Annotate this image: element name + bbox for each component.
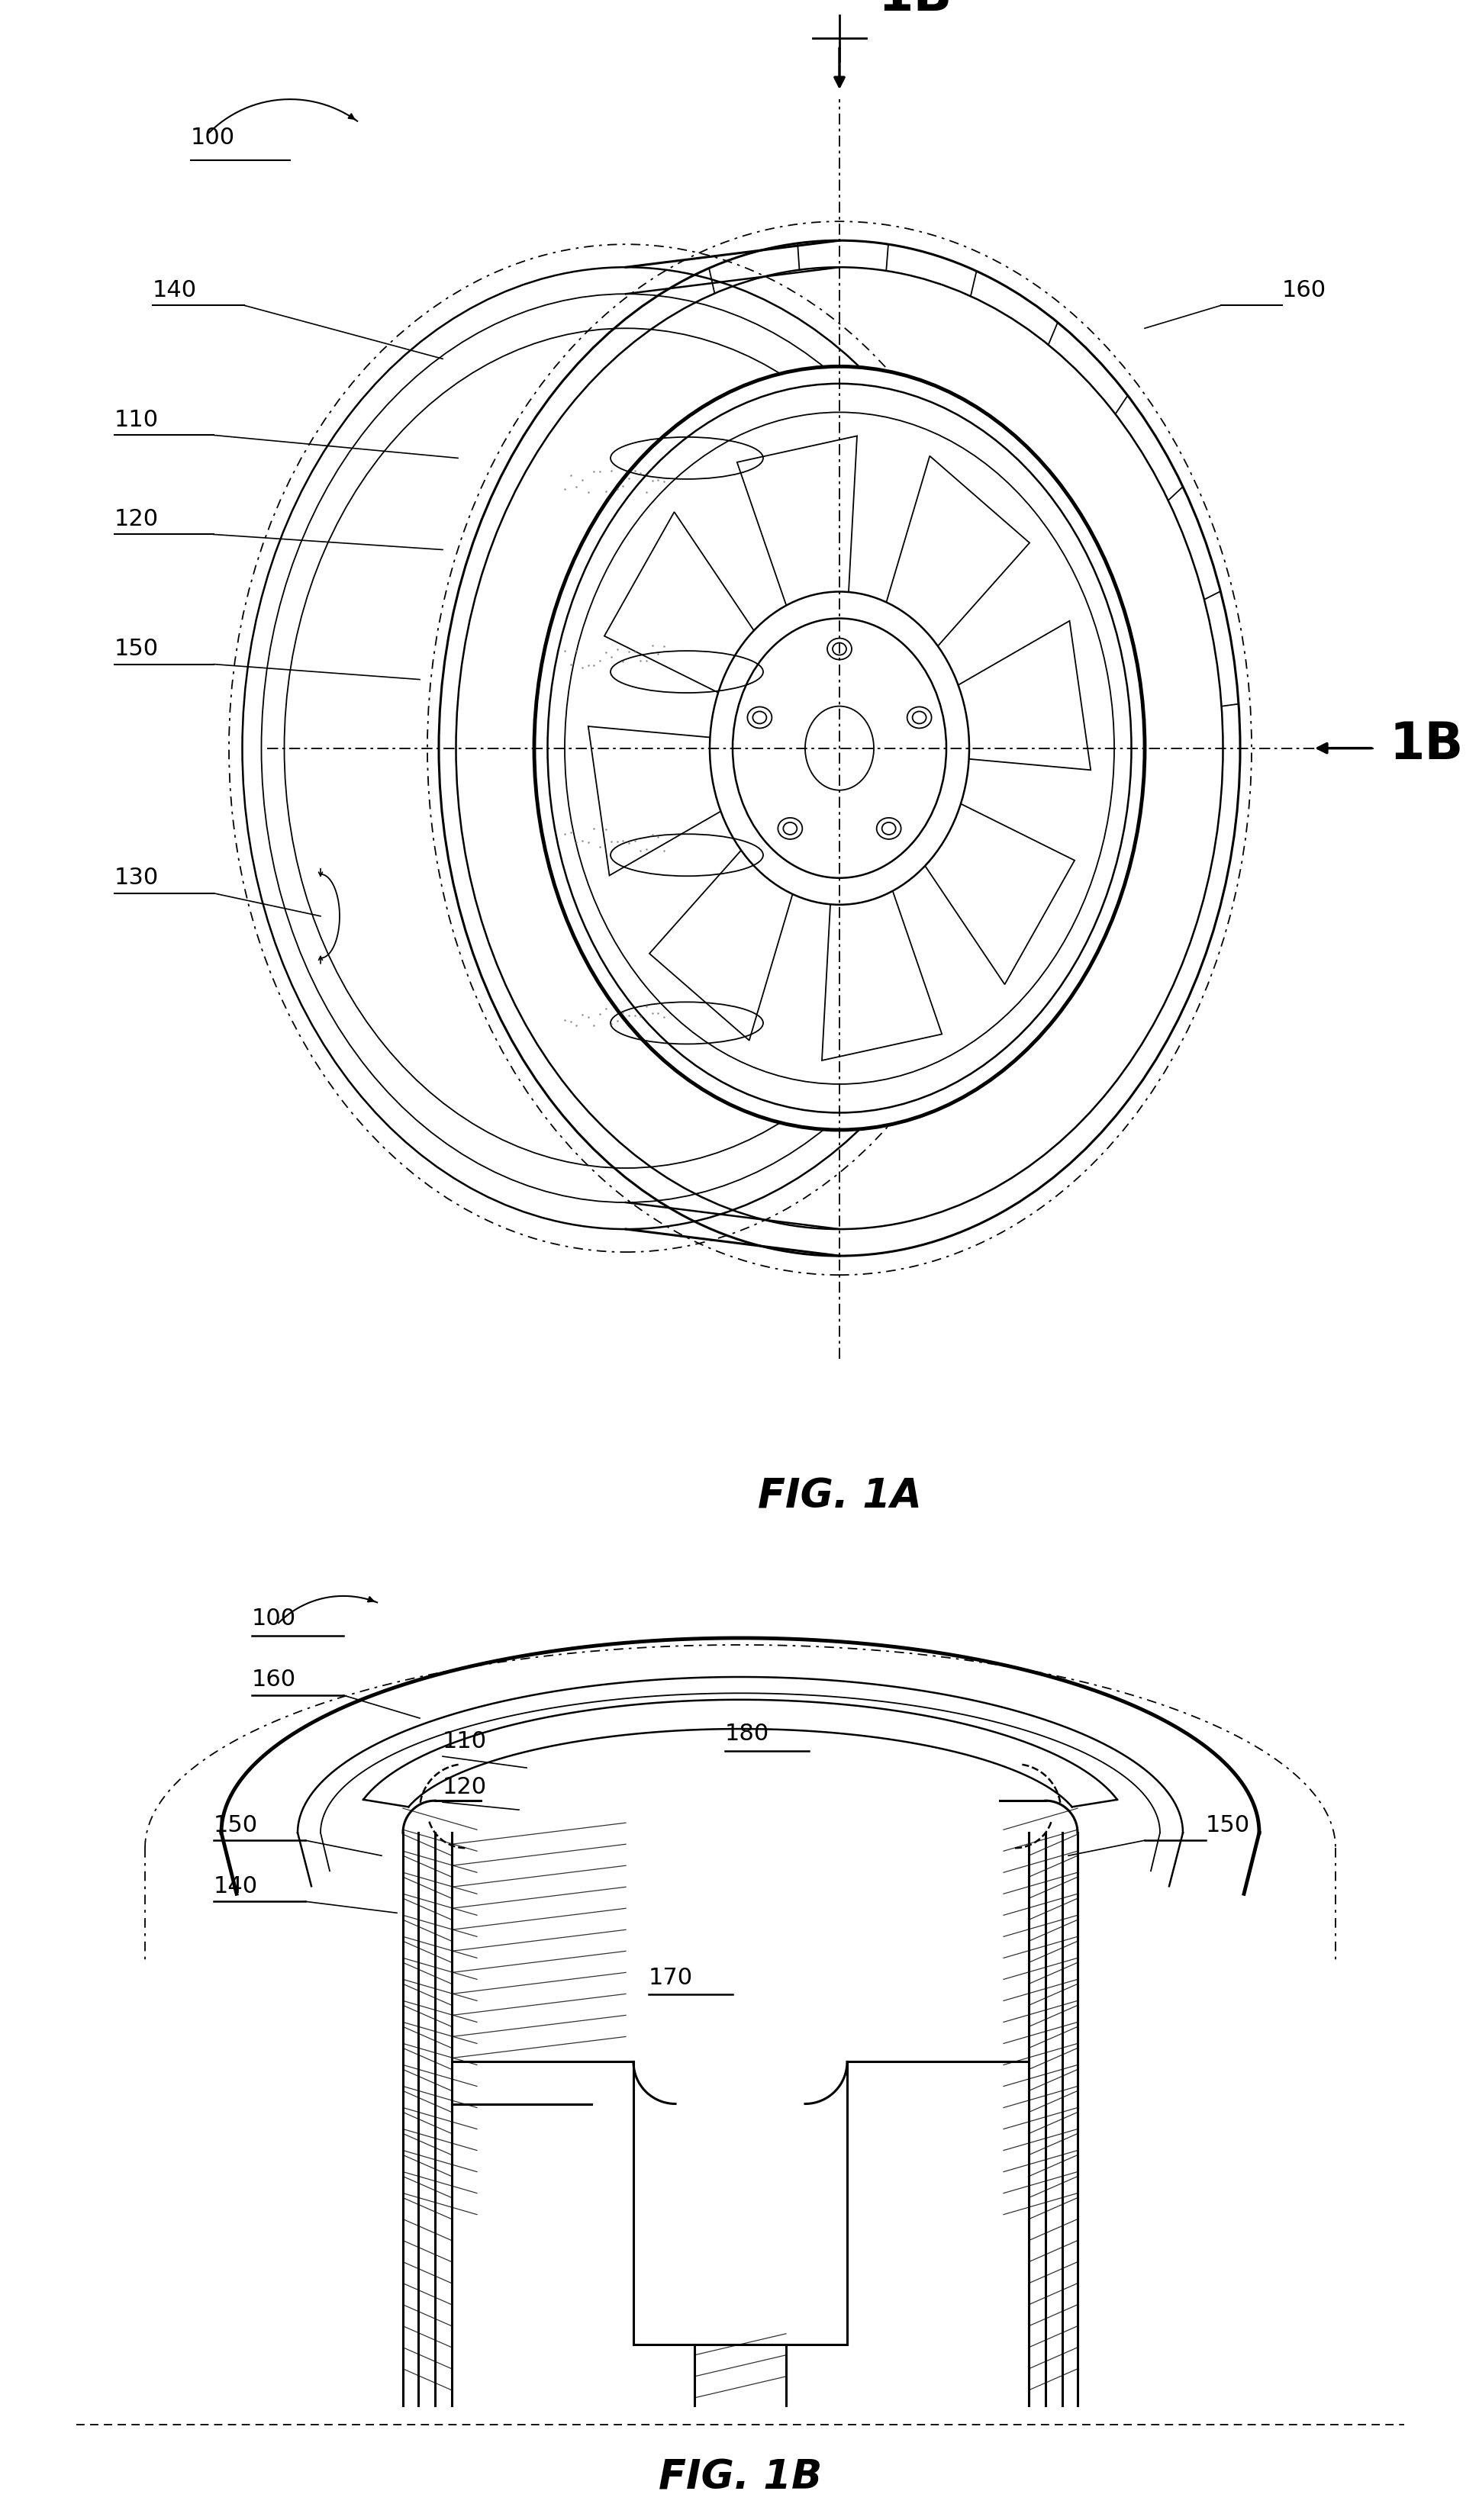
Text: FIG. 1A: FIG. 1A	[757, 1477, 921, 1517]
Ellipse shape	[547, 383, 1131, 1114]
Ellipse shape	[747, 706, 772, 728]
Ellipse shape	[778, 819, 802, 839]
Ellipse shape	[833, 643, 846, 655]
Text: 160: 160	[1282, 280, 1327, 302]
Ellipse shape	[784, 822, 797, 834]
Polygon shape	[951, 620, 1090, 771]
Ellipse shape	[565, 413, 1114, 1084]
Text: 120: 120	[442, 1777, 487, 1797]
Ellipse shape	[534, 365, 1145, 1129]
Ellipse shape	[907, 706, 932, 728]
Text: 150: 150	[213, 1814, 257, 1837]
Text: 180: 180	[725, 1721, 769, 1744]
Ellipse shape	[753, 711, 766, 723]
Text: 100: 100	[191, 126, 235, 149]
Text: 170: 170	[649, 1966, 694, 1988]
Polygon shape	[737, 436, 856, 615]
Text: 1B: 1B	[877, 0, 952, 20]
Text: 110: 110	[114, 408, 158, 431]
Polygon shape	[920, 801, 1075, 985]
Text: 150: 150	[1205, 1814, 1250, 1837]
Text: FIG. 1B: FIG. 1B	[658, 2457, 822, 2497]
Text: 120: 120	[114, 509, 158, 529]
Ellipse shape	[913, 711, 926, 723]
Ellipse shape	[732, 617, 947, 877]
Text: 110: 110	[442, 1731, 487, 1751]
Polygon shape	[822, 879, 942, 1061]
Text: 160: 160	[251, 1668, 296, 1691]
Ellipse shape	[827, 638, 852, 660]
Text: 100: 100	[251, 1608, 296, 1630]
Ellipse shape	[710, 592, 969, 905]
Text: 130: 130	[114, 867, 158, 890]
Polygon shape	[649, 844, 796, 1041]
Polygon shape	[589, 726, 728, 874]
Text: 140: 140	[213, 1875, 257, 1898]
Text: 140: 140	[152, 280, 197, 302]
Ellipse shape	[877, 819, 901, 839]
Polygon shape	[883, 456, 1029, 653]
Ellipse shape	[805, 706, 874, 791]
Text: 1B: 1B	[1389, 718, 1463, 769]
Polygon shape	[605, 512, 759, 696]
Text: 150: 150	[114, 638, 158, 660]
Ellipse shape	[881, 822, 896, 834]
